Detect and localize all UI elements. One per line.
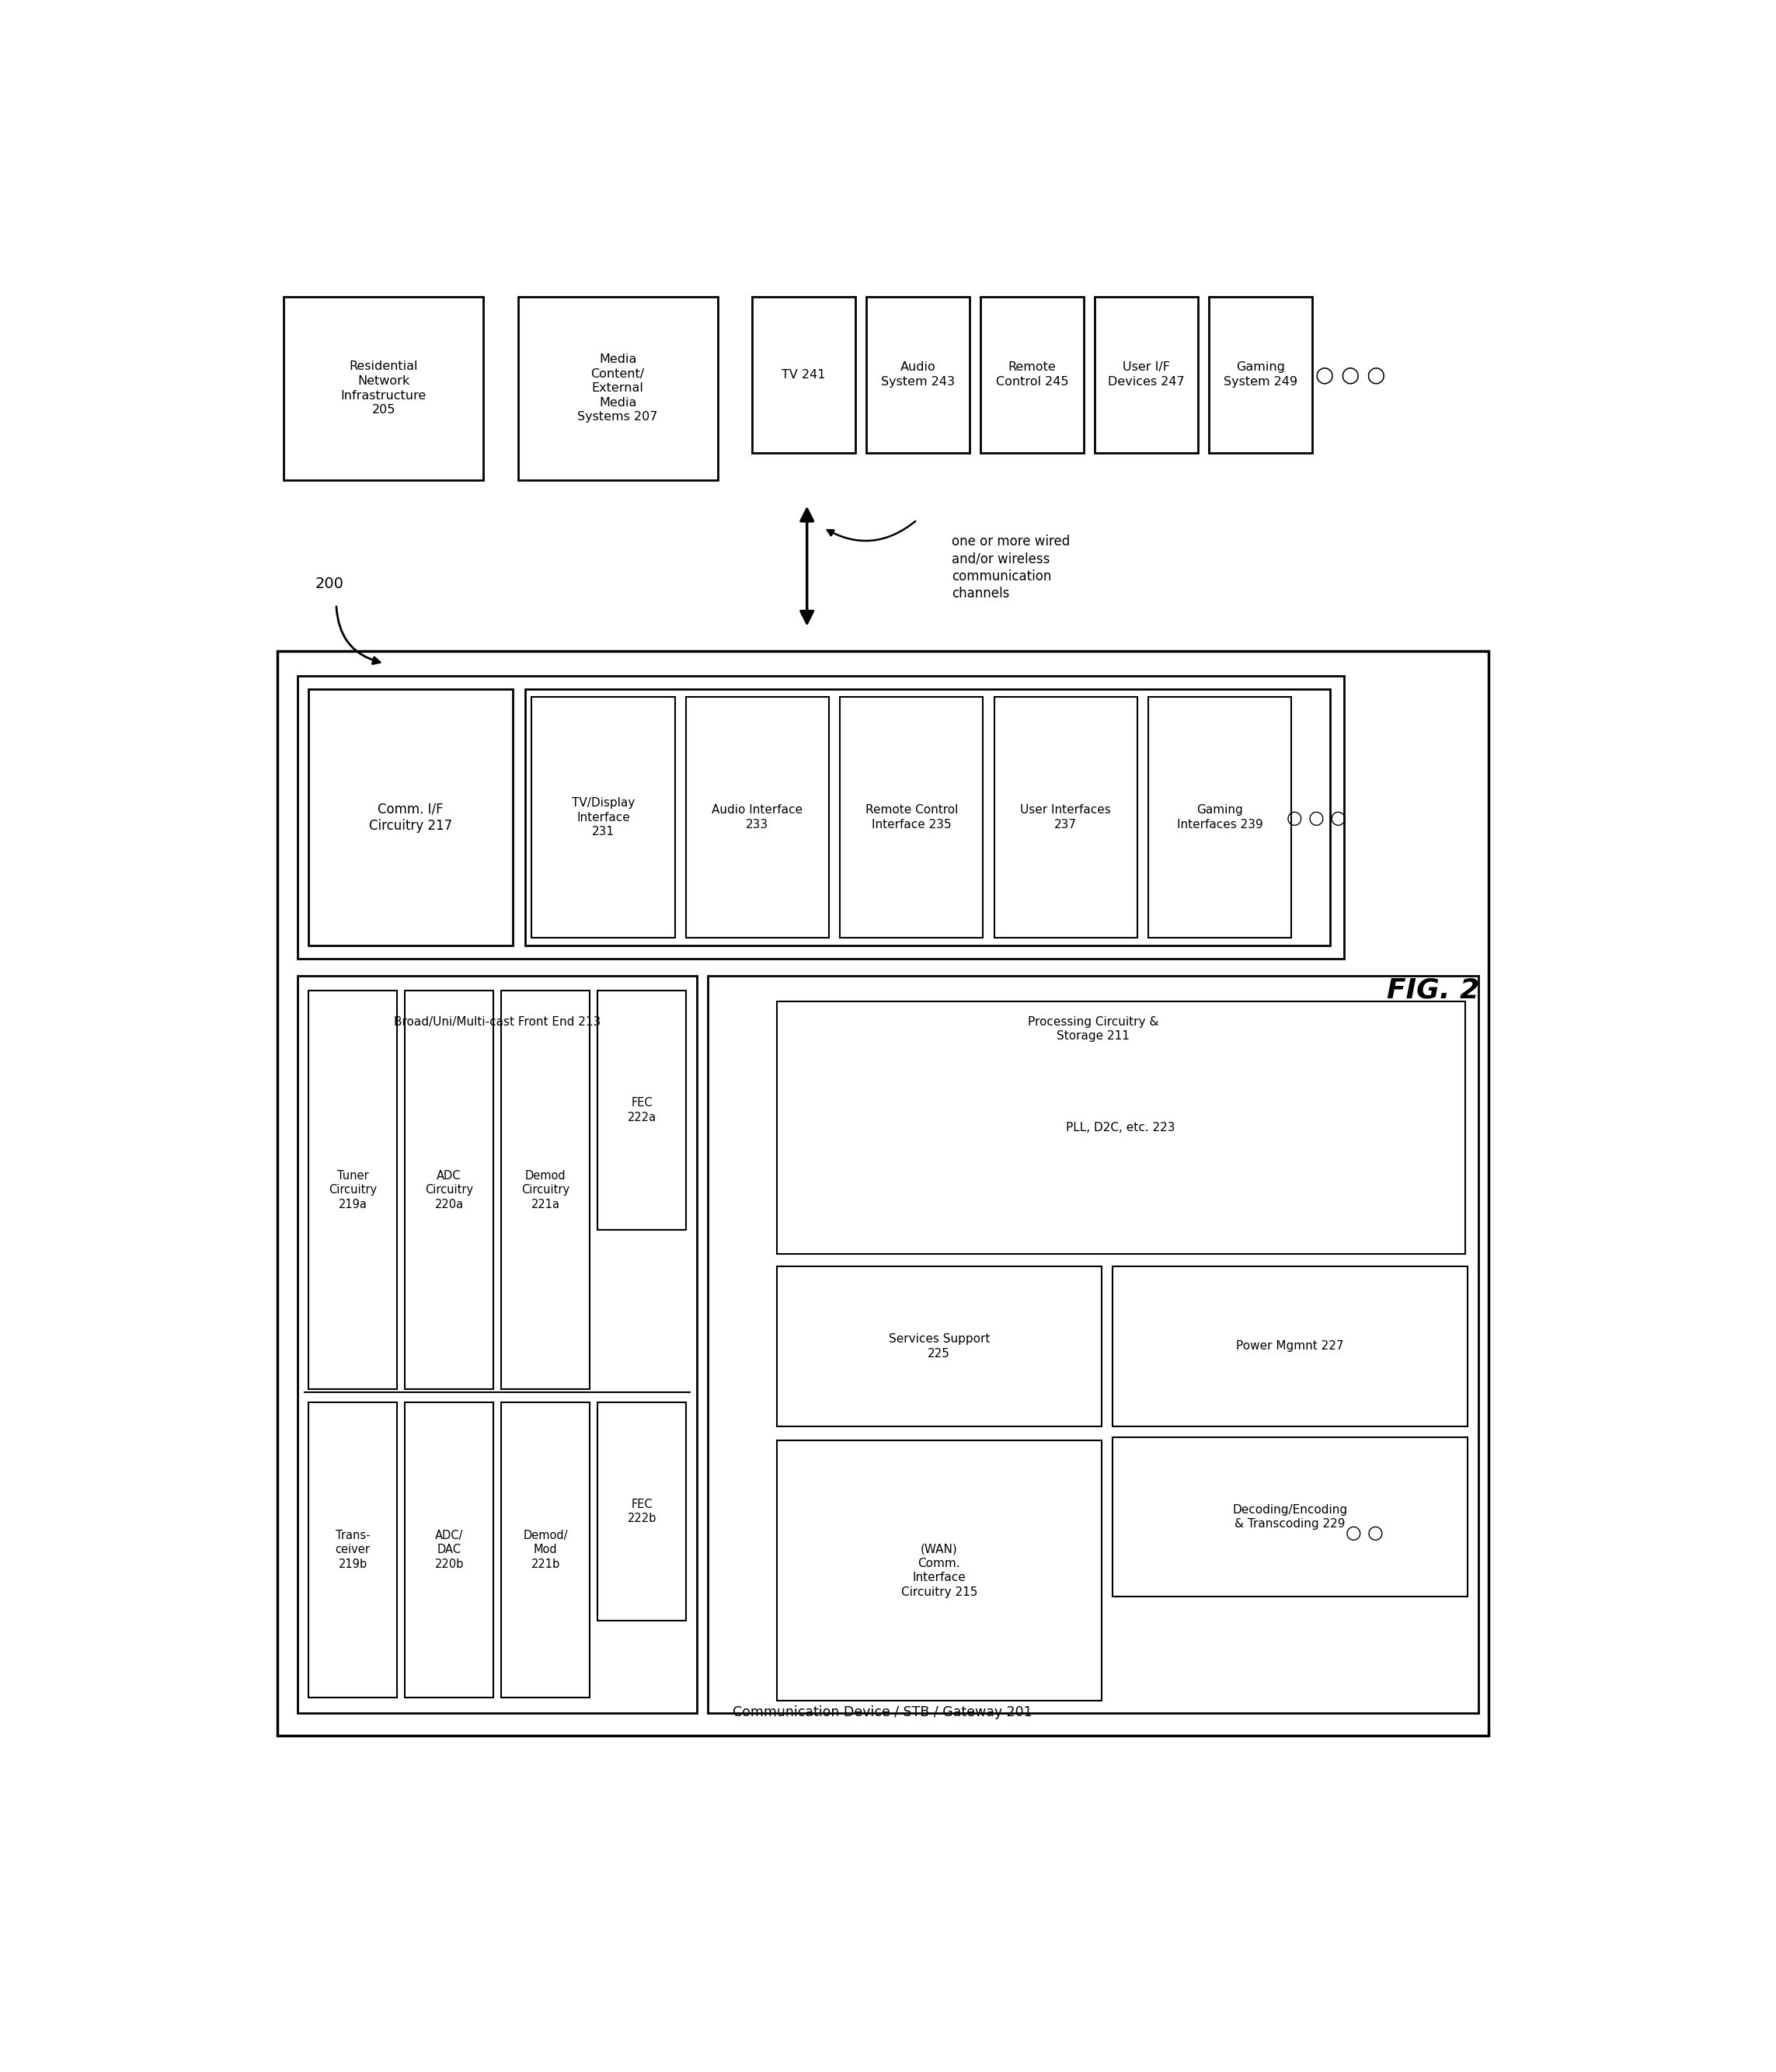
Bar	[309, 1403, 396, 1697]
Text: ADC/
DAC
220b: ADC/ DAC 220b	[435, 1529, 464, 1571]
Bar	[686, 696, 829, 939]
Text: TV 241: TV 241	[781, 369, 826, 381]
Text: Gaming
System 249: Gaming System 249	[1224, 363, 1298, 387]
Bar	[298, 976, 696, 1714]
Text: Communication Device / STB / Gateway 201: Communication Device / STB / Gateway 201	[733, 1705, 1032, 1720]
Text: Media
Content/
External
Media
Systems 207: Media Content/ External Media Systems 20…	[577, 354, 657, 423]
Bar	[599, 990, 686, 1231]
Bar	[776, 1001, 1465, 1254]
Text: TV/Display
Interface
231: TV/Display Interface 231	[572, 798, 634, 837]
Text: ○ ○ ○: ○ ○ ○	[1286, 808, 1346, 827]
Text: one or more wired
and/or wireless
communication
channels: one or more wired and/or wireless commun…	[952, 535, 1069, 601]
Text: PLL, D2C, etc. 223: PLL, D2C, etc. 223	[1066, 1121, 1176, 1133]
Bar	[776, 1440, 1101, 1701]
Bar	[284, 296, 483, 481]
Text: Comm. I/F
Circuitry 217: Comm. I/F Circuitry 217	[369, 802, 453, 833]
Text: (WAN)
Comm.
Interface
Circuitry 215: (WAN) Comm. Interface Circuitry 215	[900, 1544, 977, 1598]
Text: ADC
Circuitry
220a: ADC Circuitry 220a	[424, 1171, 472, 1210]
Bar	[309, 690, 513, 945]
Bar	[599, 1403, 686, 1620]
Bar	[405, 1403, 494, 1697]
Bar	[751, 296, 856, 454]
Bar	[405, 990, 494, 1390]
Text: 200: 200	[314, 576, 345, 591]
Bar	[526, 690, 1330, 945]
Text: Decoding/Encoding
& Transcoding 229: Decoding/Encoding & Transcoding 229	[1233, 1504, 1348, 1529]
Bar	[519, 296, 718, 481]
Bar	[1094, 296, 1197, 454]
Text: ○ ○: ○ ○	[1346, 1523, 1384, 1542]
Text: Processing Circuitry &
Storage 211: Processing Circuitry & Storage 211	[1028, 1015, 1158, 1042]
Bar	[709, 976, 1479, 1714]
Bar	[867, 296, 970, 454]
Bar	[1112, 1438, 1467, 1598]
Text: FEC
222b: FEC 222b	[627, 1498, 657, 1525]
Bar	[1209, 296, 1312, 454]
Text: Demod/
Mod
221b: Demod/ Mod 221b	[524, 1529, 568, 1571]
Bar	[980, 296, 1083, 454]
Text: Services Support
225: Services Support 225	[888, 1332, 989, 1359]
Bar	[277, 651, 1488, 1736]
Text: Remote Control
Interface 235: Remote Control Interface 235	[865, 804, 957, 831]
Text: Trans-
ceiver
219b: Trans- ceiver 219b	[336, 1529, 369, 1571]
Bar	[1112, 1266, 1467, 1426]
Text: Power Mgmnt 227: Power Mgmnt 227	[1236, 1341, 1344, 1353]
Text: Demod
Circuitry
221a: Demod Circuitry 221a	[522, 1171, 570, 1210]
Text: Remote
Control 245: Remote Control 245	[996, 363, 1069, 387]
Text: Broad/Uni/Multi-cast Front End 213: Broad/Uni/Multi-cast Front End 213	[394, 1015, 600, 1028]
Text: Gaming
Interfaces 239: Gaming Interfaces 239	[1177, 804, 1263, 831]
Text: User Interfaces
237: User Interfaces 237	[1021, 804, 1112, 831]
Text: Residential
Network
Infrastructure
205: Residential Network Infrastructure 205	[341, 361, 426, 416]
Text: ○ ○ ○: ○ ○ ○	[1316, 365, 1385, 385]
Bar	[309, 990, 396, 1390]
Bar	[776, 1266, 1101, 1426]
Text: Audio Interface
233: Audio Interface 233	[712, 804, 803, 831]
Bar	[995, 696, 1137, 939]
Bar	[1149, 696, 1291, 939]
Text: Audio
System 243: Audio System 243	[881, 363, 955, 387]
Bar	[298, 675, 1344, 959]
Bar	[840, 696, 984, 939]
Text: FEC
222a: FEC 222a	[627, 1098, 655, 1123]
Text: FIG. 2: FIG. 2	[1387, 978, 1479, 1003]
Text: Tuner
Circuitry
219a: Tuner Circuitry 219a	[329, 1171, 377, 1210]
Text: User I/F
Devices 247: User I/F Devices 247	[1108, 363, 1185, 387]
Bar	[531, 696, 675, 939]
Bar	[501, 990, 590, 1390]
Bar	[501, 1403, 590, 1697]
